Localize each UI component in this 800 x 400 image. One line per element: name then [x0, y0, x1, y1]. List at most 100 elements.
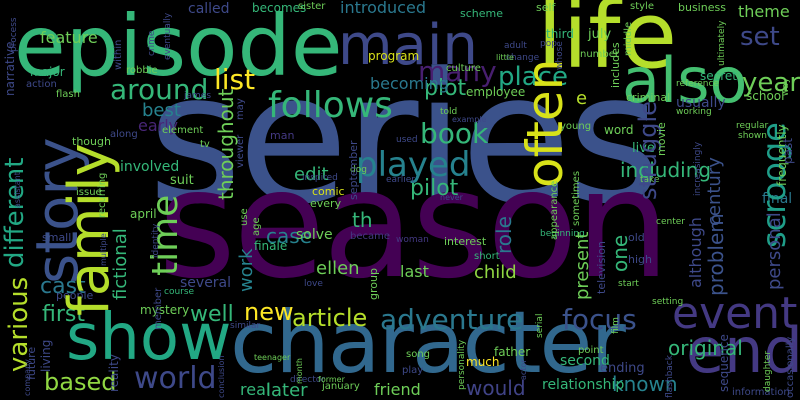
word-secret: secret	[700, 69, 737, 83]
word-pop: pop	[540, 39, 557, 49]
word-past: past	[781, 138, 795, 164]
word-within: within	[113, 39, 124, 70]
word-assistant: assistant	[13, 172, 22, 208]
word-teenager: teenager	[254, 353, 291, 362]
word-place: place	[498, 62, 568, 92]
word-introduced: introduced	[340, 0, 426, 17]
word-adult: adult	[504, 41, 527, 51]
word-eventually: eventually	[163, 12, 173, 60]
word-sister: sister	[298, 1, 326, 12]
word-james: james	[184, 91, 212, 101]
word-process: process	[9, 17, 19, 52]
word-film: film	[611, 317, 621, 334]
word-e: e	[576, 88, 588, 109]
word-season: season	[158, 138, 670, 312]
word-movie: movie	[655, 122, 668, 156]
word-robbie: robbie	[126, 65, 158, 76]
word-known: known	[612, 372, 678, 396]
word-earlier: earlier	[386, 175, 415, 185]
word-never: never	[440, 193, 463, 202]
word-told: told	[440, 107, 458, 117]
word-work: work	[236, 248, 257, 292]
word-regular: regular	[736, 121, 769, 131]
word-reference: reference	[676, 79, 719, 89]
word-september: september	[347, 140, 360, 200]
word-called: called	[188, 1, 230, 17]
word-relationship: relationship	[542, 377, 625, 393]
word-january: january	[322, 381, 360, 392]
word-final: final	[762, 191, 793, 207]
word-man: man	[270, 129, 295, 142]
word-mystery: mystery	[140, 303, 190, 317]
word-follows: follows	[268, 85, 393, 126]
word-young: young	[560, 121, 592, 132]
word-solve: solve	[296, 227, 333, 243]
word-month: month	[295, 358, 304, 384]
word-people: people	[56, 289, 94, 302]
word-edit: edit	[294, 164, 329, 185]
word-use: use	[239, 208, 250, 226]
word-group: group	[367, 268, 380, 300]
word-television: television	[595, 241, 608, 294]
word-century: century	[704, 157, 725, 226]
word-identity: identity	[151, 223, 161, 258]
word-tv: tv	[200, 139, 210, 150]
word-business: business	[678, 1, 726, 14]
word-way: way	[781, 77, 791, 96]
word-criminal: criminal	[626, 91, 671, 104]
word-serial: serial	[535, 313, 545, 338]
word-working: working	[676, 107, 712, 117]
word-list: list	[214, 63, 256, 96]
word-book: book	[420, 117, 489, 150]
word-number: number	[580, 49, 620, 60]
word-interest: interest	[444, 235, 487, 248]
word-woman: woman	[396, 235, 429, 245]
word-ultimately: ultimately	[717, 20, 727, 66]
word-real: real	[240, 380, 271, 399]
word-sometimes: sometimes	[571, 170, 582, 226]
word-character: character	[230, 293, 626, 393]
word-increasingly: increasingly	[693, 141, 703, 196]
word-inspired: inspired	[302, 173, 338, 183]
word-along: along	[110, 129, 138, 140]
word-little: little	[496, 53, 514, 62]
word-crime: crime	[147, 30, 157, 56]
word-third: third	[546, 27, 574, 41]
word-daughter: daughter	[763, 350, 773, 392]
word-may: may	[235, 98, 246, 120]
word-culture: culture	[446, 63, 481, 74]
word-several: several	[180, 275, 232, 291]
word-element: element	[162, 125, 204, 136]
word-high: high	[628, 253, 652, 266]
word-director: director	[290, 375, 325, 385]
word-child: child	[474, 262, 517, 283]
word-former: former	[318, 375, 345, 384]
word-small: small	[42, 231, 72, 244]
word-comic: comic	[312, 185, 345, 198]
word-one: one	[608, 234, 632, 272]
word-start: start	[618, 279, 639, 289]
word-conclusion: conclusion	[217, 355, 226, 398]
word-song: song	[406, 349, 431, 360]
word-new: new	[244, 298, 294, 326]
word-original: original	[668, 336, 743, 360]
word-school: school	[746, 89, 785, 103]
word-includes: includes	[609, 42, 622, 88]
word-old: old	[628, 231, 645, 244]
word-last: last	[400, 262, 429, 281]
word-episode: episode	[14, 0, 343, 95]
word-april: april	[130, 207, 157, 221]
word-adventure: adventure	[380, 303, 524, 336]
word-father: father	[494, 345, 531, 359]
word-self: self	[536, 1, 556, 14]
word-ending: ending	[600, 361, 645, 376]
word-major: major	[30, 65, 65, 79]
word-every: every	[310, 197, 342, 210]
word-short: short	[474, 251, 500, 262]
word-middle: middle	[623, 21, 634, 56]
word-became: became	[350, 231, 391, 242]
word-reality: reality	[107, 354, 121, 392]
word-later: later	[266, 380, 308, 400]
word-becomes: becomes	[252, 1, 307, 15]
word-whose: whose	[555, 41, 565, 70]
